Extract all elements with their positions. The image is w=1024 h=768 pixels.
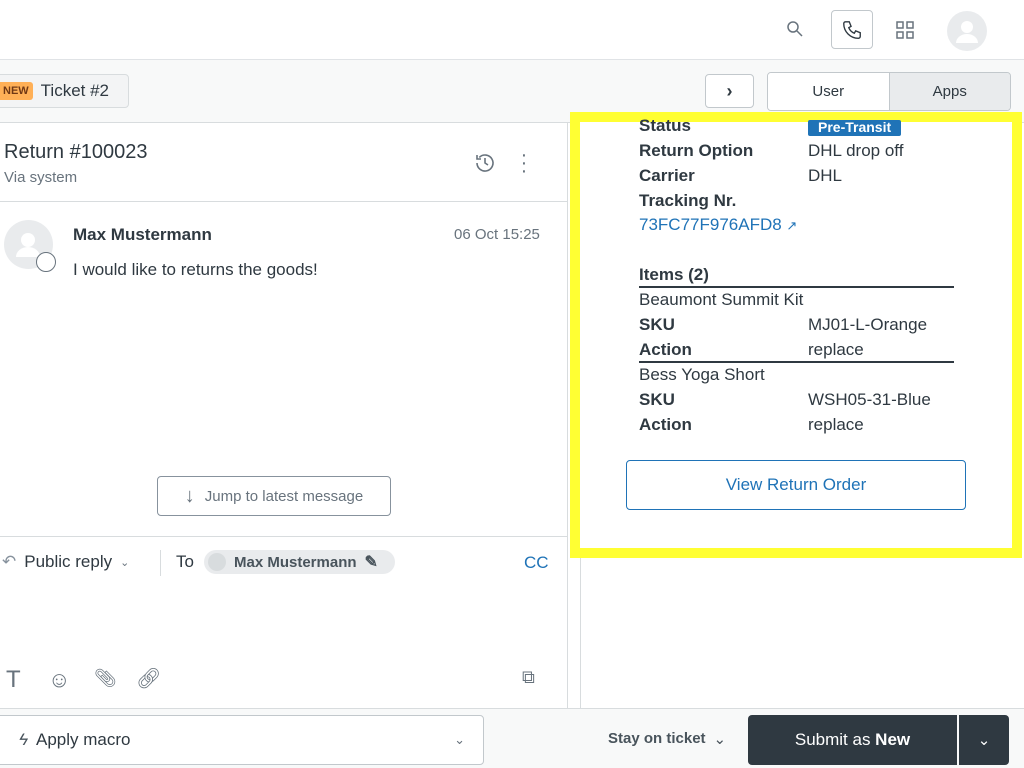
submit-status: New: [875, 730, 911, 749]
grid-icon[interactable]: [893, 18, 917, 42]
submit-button[interactable]: Submit as New: [748, 715, 957, 765]
divider: [0, 201, 567, 202]
history-icon[interactable]: [473, 151, 497, 175]
arrow-down-icon: ↓: [184, 484, 195, 507]
tab-apps[interactable]: Apps: [889, 73, 1010, 110]
submit-prefix: Submit as: [794, 730, 876, 749]
conversation-panel: Return #100023 Via system · · · Max Muster…: [0, 123, 568, 708]
cc-link[interactable]: CC: [524, 553, 549, 572]
item-sku: MJ01-L-Orange: [808, 315, 928, 334]
external-link-icon: ↗: [786, 218, 798, 233]
divider: [639, 286, 954, 288]
reply-arrow-icon: ↶: [2, 552, 17, 571]
macro-label: Apply macro: [36, 730, 131, 749]
recipient-chip[interactable]: Max Mustermann ✎: [204, 550, 395, 574]
jump-label: Jump to latest message: [204, 487, 364, 505]
stay-on-ticket-select[interactable]: Stay on ticket ⌄: [608, 730, 726, 748]
item-sku: WSH05-31-Blue: [808, 390, 931, 409]
emoji-icon[interactable]: ☺: [48, 667, 71, 692]
items-header: Items (2): [639, 265, 709, 284]
reply-mode-select[interactable]: ↶ Public reply ⌄: [2, 552, 129, 572]
item-sku-label: SKU: [639, 390, 675, 409]
ticket-title: Ticket #2: [40, 81, 110, 100]
puzzle-icon[interactable]: ⧉: [522, 667, 535, 687]
tracking-label: Tracking Nr.: [639, 191, 737, 210]
carrier-value: DHL: [808, 166, 843, 185]
status-badge: Pre-Transit: [808, 120, 902, 136]
return-option-label: Return Option: [639, 141, 754, 160]
search-icon[interactable]: [784, 18, 806, 40]
view-return-order-button[interactable]: View Return Order: [626, 460, 966, 510]
divider: [160, 550, 161, 576]
divider: [639, 361, 954, 363]
pencil-icon[interactable]: ✎: [364, 554, 378, 571]
reply-textarea[interactable]: [0, 585, 567, 655]
more-options-icon[interactable]: · · ·: [520, 144, 528, 182]
item-action-label: Action: [639, 415, 692, 434]
item-action: replace: [808, 415, 864, 434]
avatar-icon[interactable]: [947, 11, 987, 51]
message-time: 06 Oct 15:25: [454, 226, 540, 243]
recipient-name: Max Mustermann: [234, 553, 357, 571]
new-badge: NEW: [0, 82, 33, 100]
apply-macro-select[interactable]: ϟ Apply macro ⌄: [0, 715, 484, 765]
attachment-icon[interactable]: 📎︎: [94, 668, 117, 688]
divider: [0, 536, 567, 537]
item-action: replace: [808, 340, 864, 359]
return-app-highlight: Status Pre-Transit Return Option DHL dro…: [570, 112, 1022, 558]
end-user-icon: [36, 252, 56, 272]
item-name: Beaumont Summit Kit: [639, 290, 804, 309]
chevron-down-icon: ⌄: [713, 731, 727, 748]
tracking-link[interactable]: 73FC77F976AFD8 ↗: [639, 215, 797, 235]
message-author: Max Mustermann: [73, 225, 212, 244]
message-avatar: [4, 220, 56, 272]
chevron-right-icon[interactable]: ›: [705, 74, 754, 108]
stay-label: Stay on ticket: [608, 730, 706, 747]
item-sku-label: SKU: [639, 315, 675, 334]
chevron-down-icon: ⌄: [120, 556, 130, 569]
to-label: To: [176, 552, 194, 571]
recipient-avatar: [208, 553, 226, 571]
ticket-tab[interactable]: NEW Ticket #2: [0, 74, 129, 108]
item-name: Bess Yoga Short: [639, 365, 765, 384]
link-icon[interactable]: 🔗︎: [136, 668, 162, 690]
status-label: Status: [639, 116, 691, 135]
text-format-icon[interactable]: T: [6, 666, 21, 693]
item-action-label: Action: [639, 340, 692, 359]
conversation-subtitle: Via system: [4, 169, 78, 186]
reply-mode-label: Public reply: [24, 552, 113, 571]
message-body: I would like to returns the goods!: [73, 260, 318, 279]
conversation-title: Return #100023: [4, 141, 148, 163]
submit-options-chevron-icon[interactable]: ⌄: [959, 715, 1009, 765]
tab-user[interactable]: User: [768, 73, 890, 110]
jump-to-latest-button[interactable]: ↓ Jump to latest message: [157, 476, 391, 516]
tracking-number[interactable]: 73FC77F976AFD8: [639, 215, 782, 234]
chevron-down-icon: ⌄: [454, 732, 465, 747]
side-tabs: User Apps: [767, 72, 1011, 111]
phone-icon[interactable]: [831, 10, 873, 49]
return-option-value: DHL drop off: [808, 141, 904, 160]
carrier-label: Carrier: [639, 166, 695, 185]
lightning-icon: ϟ: [19, 730, 28, 749]
